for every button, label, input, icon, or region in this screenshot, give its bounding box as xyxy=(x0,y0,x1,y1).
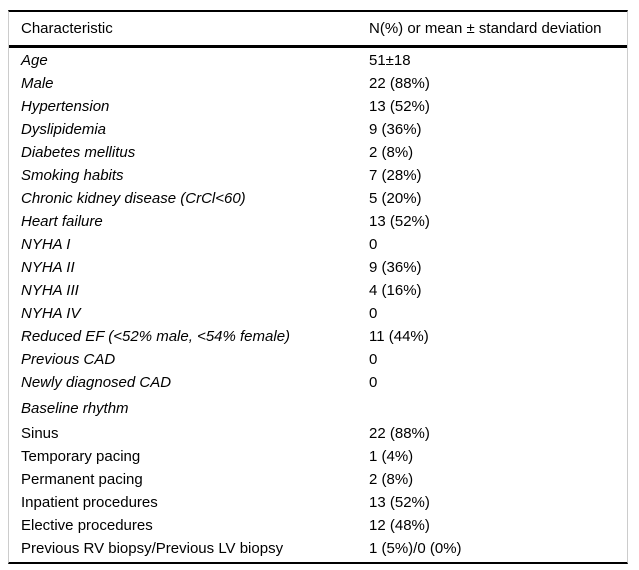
value-cell: 5 (20%) xyxy=(369,190,422,207)
value-cell: 9 (36%) xyxy=(369,259,422,276)
value-cell: 1 (4%) xyxy=(369,448,414,465)
table-row: Heart failure 13 (52%) xyxy=(9,210,627,233)
characteristic-cell: Male xyxy=(21,75,54,92)
table-row: Previous RV biopsy/Previous LV biopsy 1 (… xyxy=(9,537,627,560)
table-row: Diabetes mellitus 2 (8%) xyxy=(9,141,627,164)
value-cell: 2 (8%) xyxy=(369,471,414,488)
characteristic-cell: Newly diagnosed CAD xyxy=(21,374,172,391)
table-row: NYHA II 9 (36%) xyxy=(9,256,627,279)
characteristic-cell: Previous CAD xyxy=(21,351,116,368)
characteristic-cell: Previous RV biopsy/Previous LV biopsy xyxy=(21,540,284,557)
table-row: Baseline rhythm xyxy=(9,394,627,422)
header-values: N(%) or mean ± standard deviation xyxy=(369,20,602,37)
table-row: Male 22 (88%) xyxy=(9,72,627,95)
table-row: NYHA III 4 (16%) xyxy=(9,279,627,302)
characteristic-cell: Reduced EF (<52% male, <54% female) xyxy=(21,328,291,345)
table-header-row: Characteristic N(%) or mean ± standard d… xyxy=(9,12,627,48)
table-row: Previous CAD 0 xyxy=(9,348,627,371)
value-cell: 0 xyxy=(369,374,378,391)
value-cell: 13 (52%) xyxy=(369,98,430,115)
characteristic-cell: Sinus xyxy=(21,425,59,442)
characteristic-cell: Inpatient procedures xyxy=(21,494,158,511)
table-row: NYHA I 0 xyxy=(9,233,627,256)
table-row: Newly diagnosed CAD 0 xyxy=(9,371,627,394)
table-row: Smoking habits 7 (28%) xyxy=(9,164,627,187)
value-cell: 22 (88%) xyxy=(369,75,430,92)
value-cell: 22 (88%) xyxy=(369,425,430,442)
characteristic-cell: NYHA III xyxy=(21,282,79,299)
characteristic-cell: Age xyxy=(21,52,48,69)
value-cell: 0 xyxy=(369,305,378,322)
table-row: Inpatient procedures 13 (52%) xyxy=(9,491,627,514)
characteristic-cell: Chronic kidney disease (CrCl<60) xyxy=(21,190,246,207)
characteristic-cell: NYHA I xyxy=(21,236,71,253)
table-row: NYHA IV 0 xyxy=(9,302,627,325)
value-cell: 11 (44%) xyxy=(369,328,429,345)
characteristic-cell: NYHA II xyxy=(21,259,75,276)
value-cell: 13 (52%) xyxy=(369,494,430,511)
characteristic-cell: Smoking habits xyxy=(21,167,124,184)
value-cell: 1 (5%)/0 (0%) xyxy=(369,540,462,557)
value-cell: 9 (36%) xyxy=(369,121,422,138)
table-row: Age 51±18 xyxy=(9,49,627,72)
characteristic-cell: Elective procedures xyxy=(21,517,153,534)
characteristic-cell: Baseline rhythm xyxy=(21,399,129,417)
table-row: Permanent pacing 2 (8%) xyxy=(9,468,627,491)
characteristic-cell: Dyslipidemia xyxy=(21,121,107,138)
characteristic-cell: NYHA IV xyxy=(21,305,81,322)
table-row: Temporary pacing 1 (4%) xyxy=(9,445,627,468)
table-row: Elective procedures 12 (48%) xyxy=(9,514,627,537)
table-row: Chronic kidney disease (CrCl<60) 5 (20%) xyxy=(9,187,627,210)
table-row: Hypertension 13 (52%) xyxy=(9,95,627,118)
header-characteristic: Characteristic xyxy=(21,20,113,37)
patient-characteristics-table: Characteristic N(%) or mean ± standard d… xyxy=(8,10,628,564)
value-cell: 13 (52%) xyxy=(369,213,430,230)
value-cell: 7 (28%) xyxy=(369,167,422,184)
table-row: Reduced EF (<52% male, <54% female) 11 (4… xyxy=(9,325,627,348)
value-cell: 0 xyxy=(369,236,378,253)
characteristic-cell: Permanent pacing xyxy=(21,471,143,488)
table-row: Dyslipidemia 9 (36%) xyxy=(9,118,627,141)
characteristic-cell: Temporary pacing xyxy=(21,448,141,465)
characteristic-cell: Heart failure xyxy=(21,213,103,230)
table-row: Sinus 22 (88%) xyxy=(9,422,627,445)
value-cell: 0 xyxy=(369,351,378,368)
characteristic-cell: Hypertension xyxy=(21,98,110,115)
value-cell: 51±18 xyxy=(369,52,411,69)
value-cell: 4 (16%) xyxy=(369,282,422,299)
value-cell: 12 (48%) xyxy=(369,517,430,534)
table-body: Age 51±18 Male 22 (88%) Hypertension 13 (52%)… xyxy=(9,48,627,562)
characteristic-cell: Diabetes mellitus xyxy=(21,144,136,161)
value-cell: 2 (8%) xyxy=(369,144,414,161)
